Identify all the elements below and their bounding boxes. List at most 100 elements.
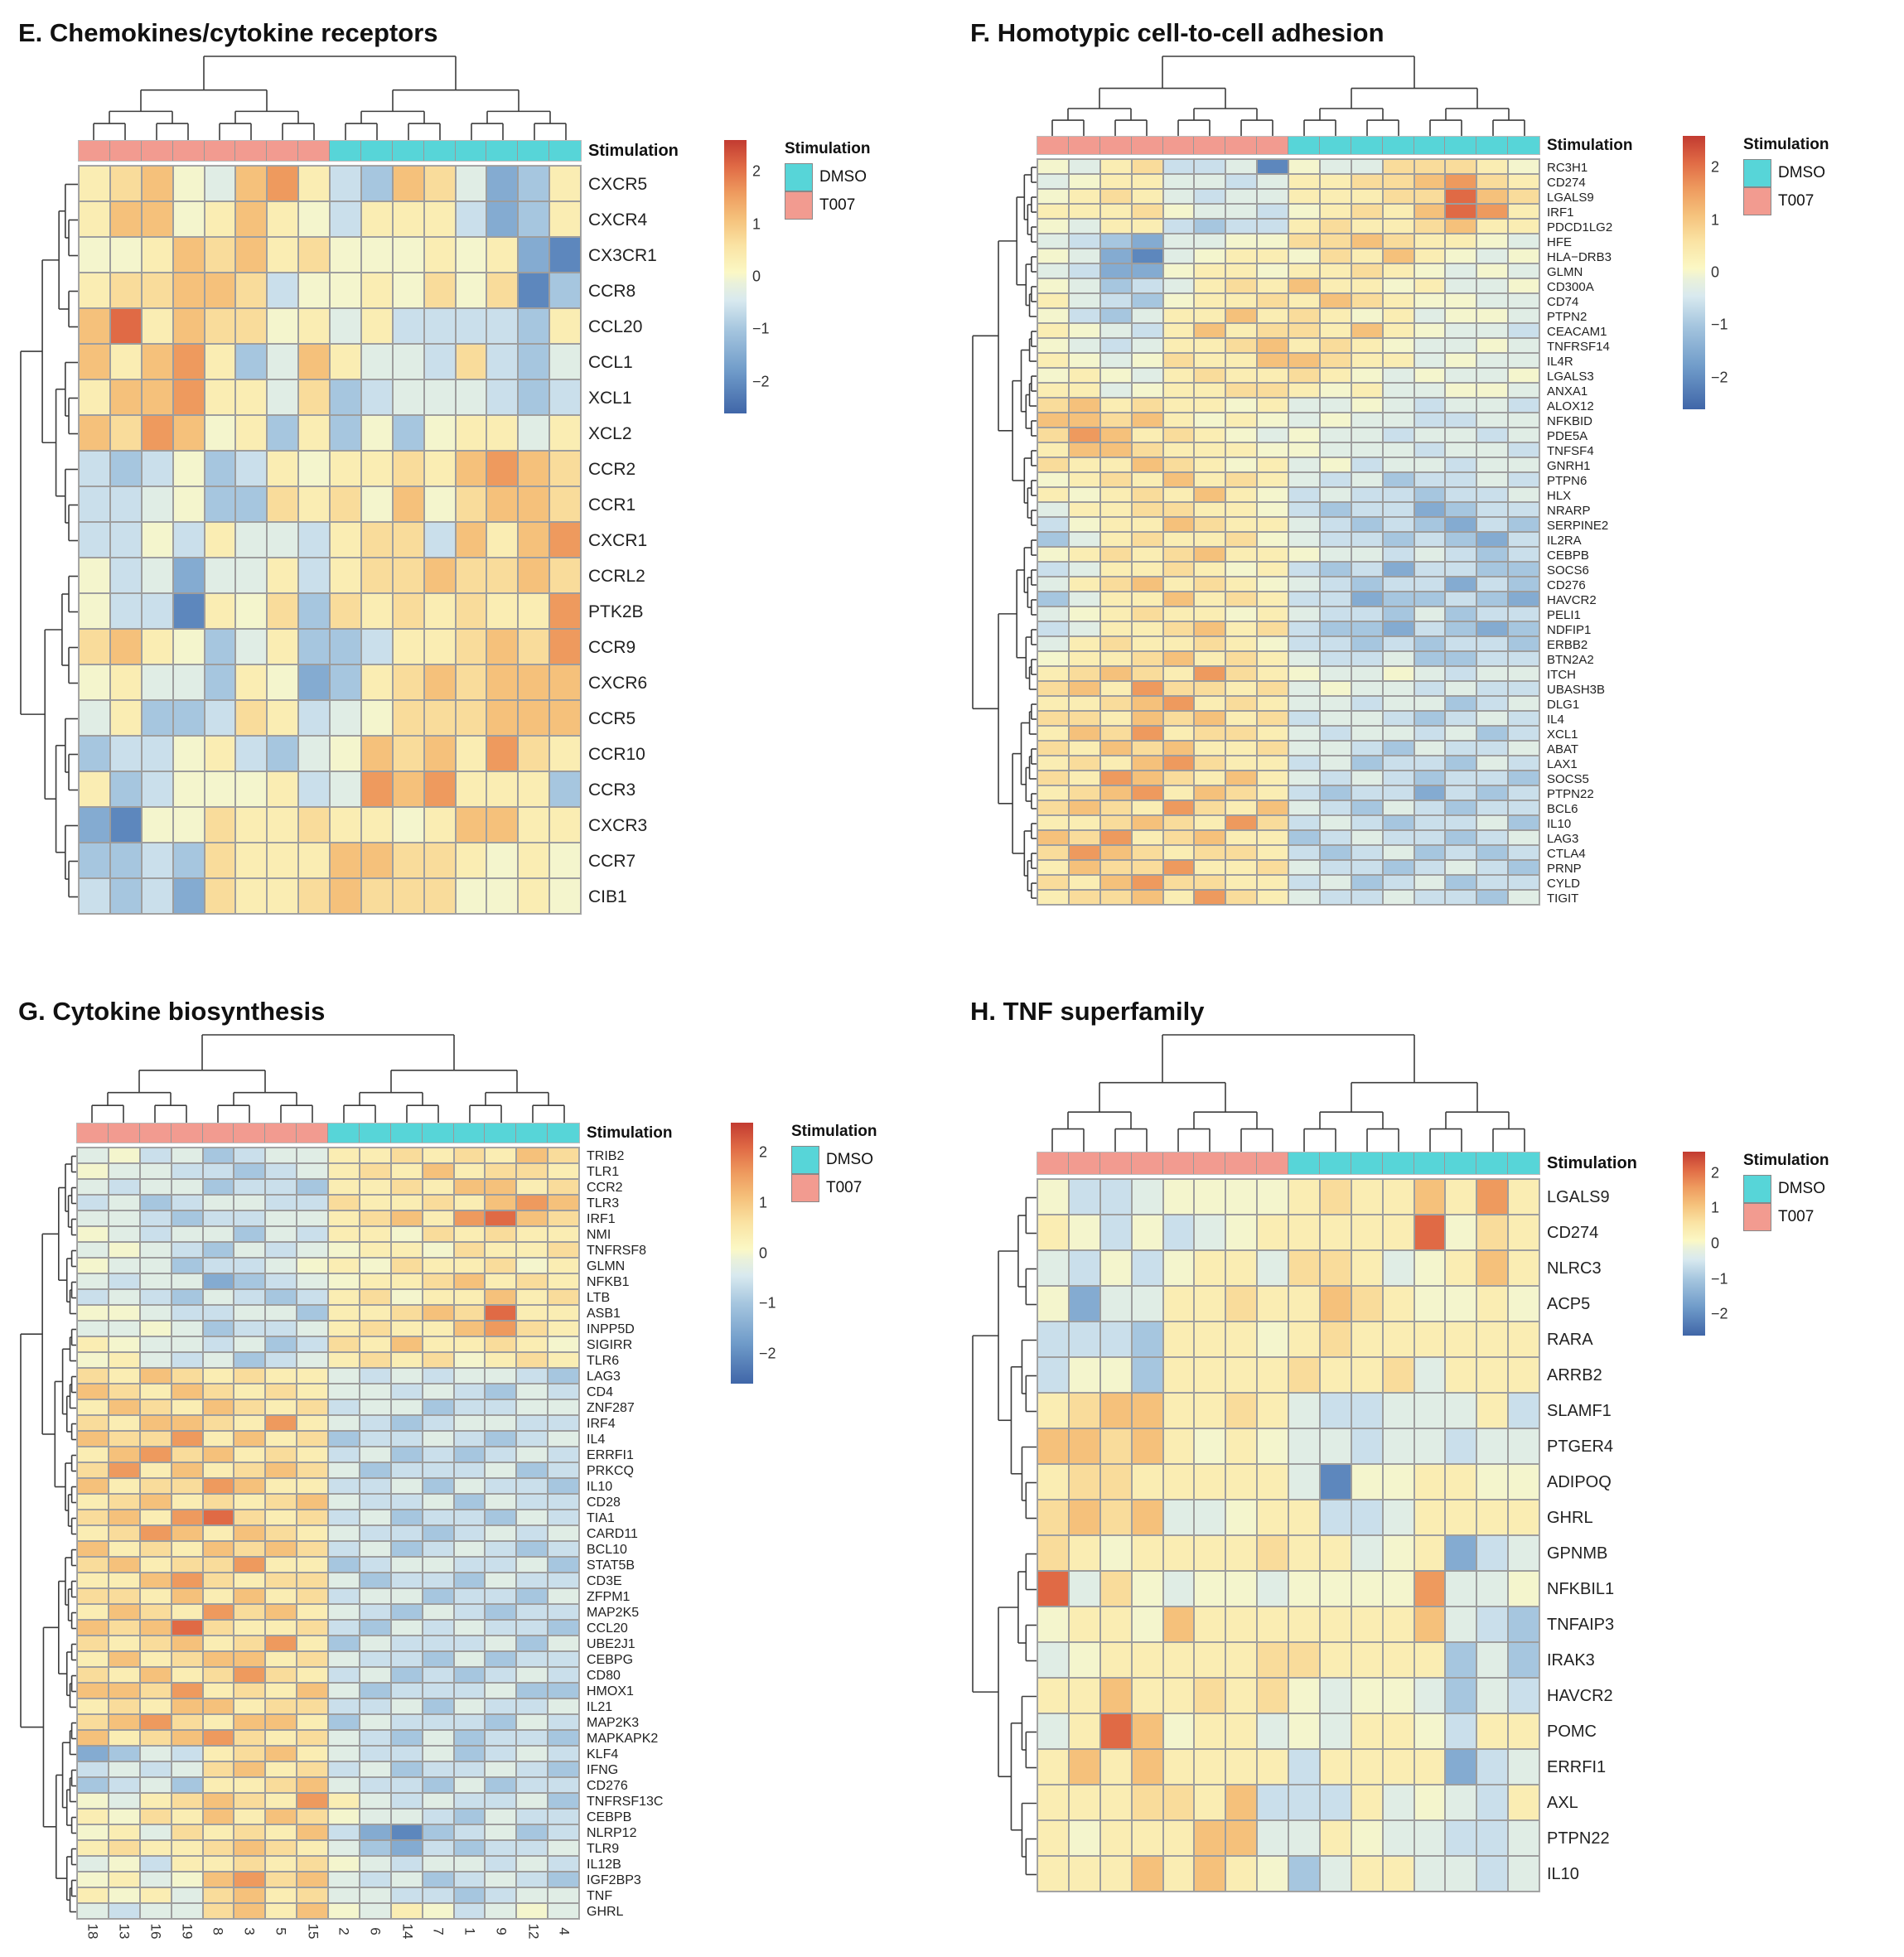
gene-label: CYLD [1547,876,1581,891]
heatmap-cell [1288,383,1320,398]
heatmap-row [1037,502,1539,517]
heatmap-cell [297,1447,328,1462]
heatmap-cell [1508,1785,1539,1820]
heatmap-cell [77,1903,109,1919]
heatmap-cell [422,1588,454,1604]
gene-label: CD276 [587,1778,628,1793]
heatmap-cell [1131,696,1163,711]
heatmap-row [79,843,581,878]
heatmap-cell [1351,606,1383,621]
colorbar-tick: 0 [752,268,761,285]
heatmap-cell [423,593,456,629]
heatmap-row [77,1698,579,1714]
heatmap-cell [234,1698,266,1714]
heatmap-cell [265,1462,297,1478]
heatmap-row [77,1179,579,1195]
heatmap-cell [390,1148,423,1163]
heatmap-cell [330,629,361,664]
heatmap-cell [77,1494,109,1510]
heatmap-cell [1288,1215,1320,1250]
heatmap-cell [1068,1357,1100,1393]
heatmap-cell [453,1541,486,1557]
heatmap-cell [1257,398,1288,413]
heatmap-cell [392,593,424,629]
heatmap-cell [548,1305,579,1321]
heatmap-cell [298,558,330,593]
heatmap-cell [359,1809,391,1824]
stimulation-legend: Stimulation DMSO T007 [791,1123,877,1384]
heatmap-cell [390,1289,423,1305]
heatmap-cell [328,1651,360,1667]
heatmap-cell [1131,1215,1163,1250]
heatmap-cell [1037,442,1069,457]
gene-label: TNFRSF13C [587,1794,664,1809]
heatmap-cell [139,1305,172,1321]
heatmap-cell [518,807,550,843]
heatmap-cell [1476,234,1509,249]
heatmap-cell [453,1289,486,1305]
heatmap-cell [516,1399,548,1415]
heatmap-cell [235,237,268,273]
heatmap-cell [1225,472,1258,487]
heatmap-cell [108,1305,140,1321]
heatmap-cell [265,1447,297,1462]
heatmap-cell [422,1761,454,1777]
heatmap-cell [1414,502,1446,517]
annotation-cell-dmso [1476,1152,1509,1174]
heatmap-cell [1194,1322,1226,1357]
heatmap-cell [1476,800,1509,815]
heatmap-cell [1131,293,1163,308]
heatmap-cell [1099,636,1132,651]
heatmap-cell [1382,502,1414,517]
heatmap-cell [108,1321,140,1336]
heatmap-cell [453,1478,486,1494]
heatmap-cell [1037,383,1069,398]
heatmap-cell [1194,815,1226,830]
heatmap-cell [1225,577,1258,592]
heatmap-cell [453,1824,486,1840]
colorbar-tick: 0 [759,1244,768,1261]
heatmap-cell [1068,263,1100,278]
gene-label: GLMN [1547,264,1583,279]
heatmap-cell [108,1840,140,1856]
heatmap-cell [171,1478,203,1494]
annotation-cell-t007 [171,1123,203,1143]
gene-label: NLRP12 [587,1825,637,1840]
heatmap-cell [392,878,424,914]
heatmap-cell [297,1588,328,1604]
heatmap-cell [1099,398,1132,413]
heatmap-cell [1288,1393,1320,1428]
heatmap-cell [1319,189,1351,204]
heatmap-cell [516,1352,548,1368]
heatmap-cell [1194,890,1226,905]
heatmap-cell [1319,487,1351,502]
heatmap-row [1037,532,1539,547]
heatmap-cell [1288,1464,1320,1500]
heatmap-cell [265,1903,297,1919]
heatmap-cell [1445,159,1477,174]
gene-label: IL4 [587,1432,606,1447]
heatmap-cell [1476,1322,1509,1357]
heatmap-cell [1382,278,1414,293]
heatmap-cell [1099,1856,1132,1892]
heatmap-cell [1068,174,1100,189]
heatmap-row [1037,815,1539,830]
heatmap-row [1037,875,1539,890]
heatmap-cell [1037,278,1069,293]
heatmap-row [77,1305,579,1321]
heatmap-cell [77,1761,109,1777]
heatmap-cell [1257,1571,1288,1607]
gene-label: IRF4 [587,1416,616,1431]
heatmap-cell [423,843,456,878]
heatmap-cell [1319,1571,1351,1607]
heatmap-row [1037,726,1539,741]
heatmap-cell [1288,1357,1320,1393]
heatmap-cell [171,1793,203,1809]
stimulation-legend: Stimulation DMSO T007 [1743,1152,1829,1336]
heatmap-cell [1068,428,1100,442]
heatmap-cell [1162,1357,1195,1393]
heatmap-cell [453,1510,486,1525]
heatmap-cell [392,700,424,736]
heatmap-cell [77,1620,109,1636]
heatmap-cell [1194,1642,1226,1678]
